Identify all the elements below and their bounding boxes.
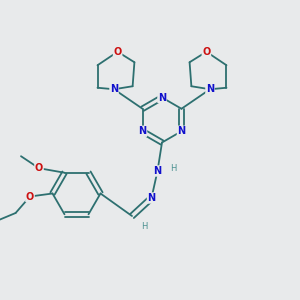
Text: N: N (177, 126, 185, 136)
Text: H: H (170, 164, 176, 173)
Text: O: O (202, 47, 211, 57)
Text: N: N (153, 166, 162, 176)
Text: O: O (26, 191, 34, 202)
Text: H: H (141, 222, 147, 231)
Text: O: O (113, 47, 122, 57)
Text: N: N (158, 92, 166, 103)
Text: N: N (147, 193, 156, 203)
Text: N: N (206, 84, 214, 94)
Text: O: O (35, 163, 43, 173)
Text: N: N (110, 84, 118, 94)
Text: N: N (139, 126, 147, 136)
